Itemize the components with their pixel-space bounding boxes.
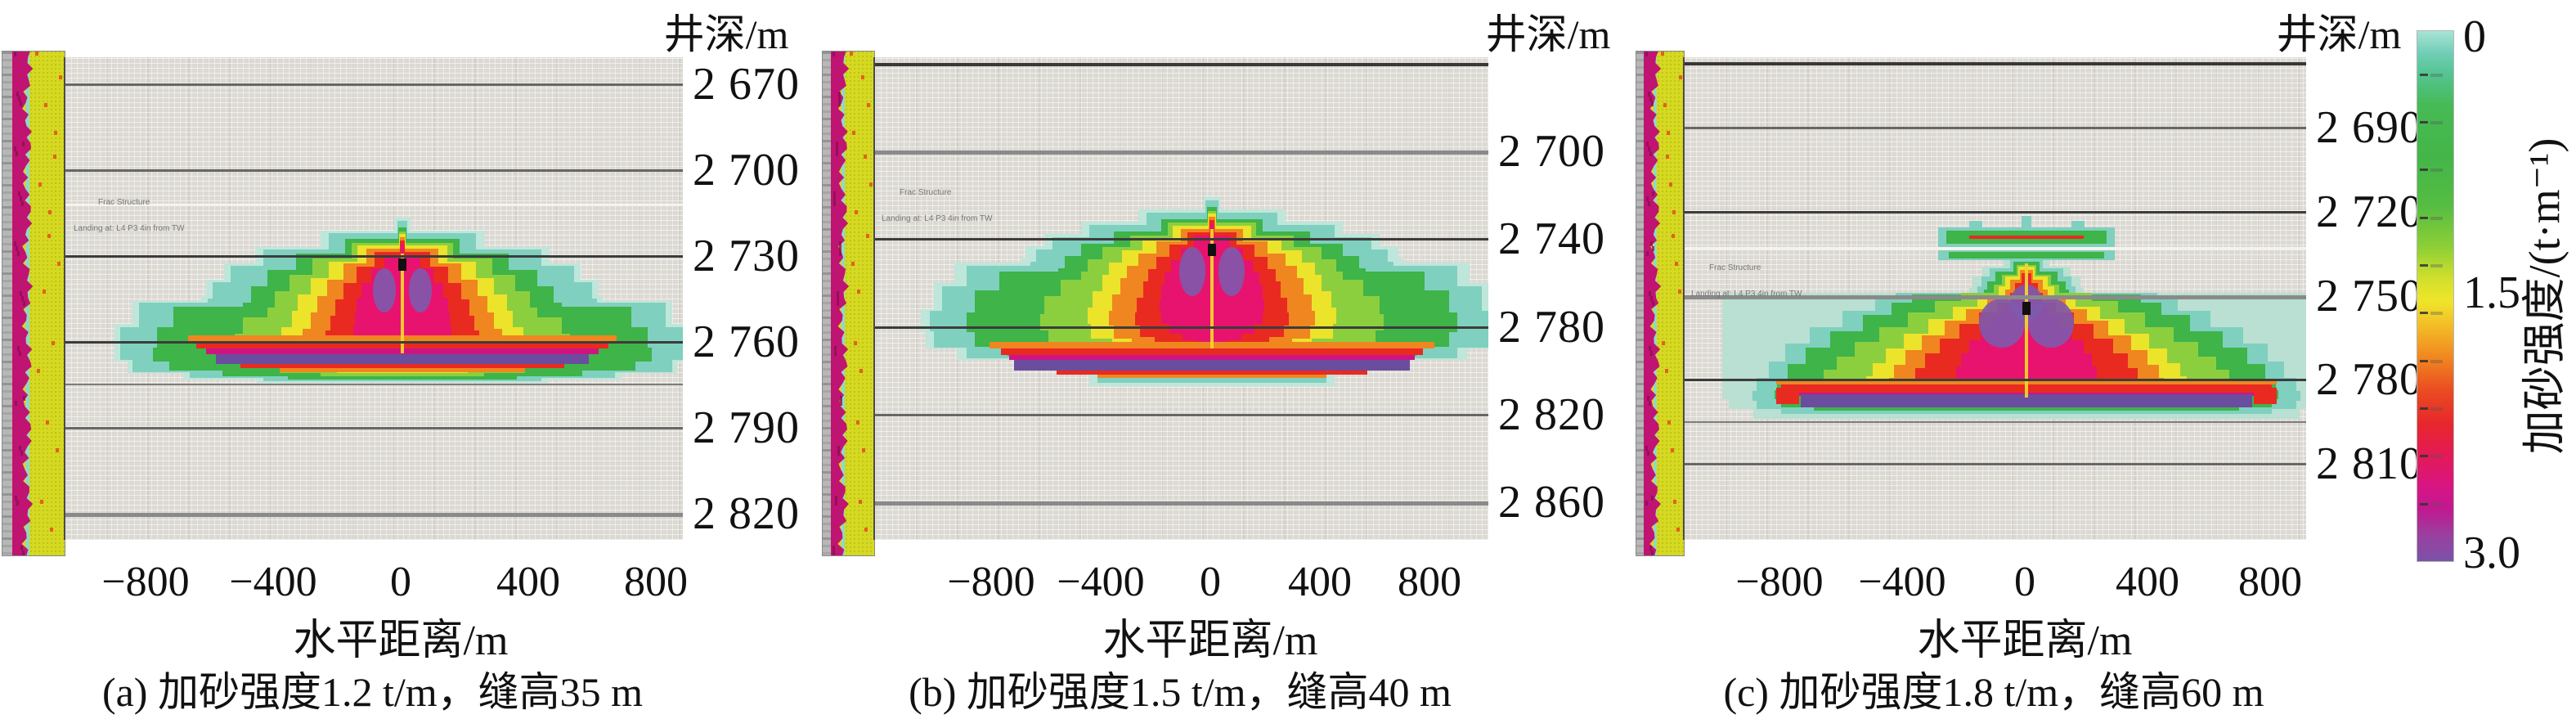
formation-line	[1685, 294, 2306, 299]
well-log-track	[2, 51, 65, 556]
depth-label: 2 820	[693, 488, 800, 539]
colorbar-title: 加砂强度/(t·m⁻¹)	[2520, 137, 2569, 455]
x-axis-title: 水平距离/m	[293, 618, 509, 664]
x-tick-label: −800	[947, 559, 1035, 605]
depth-label: 2 790	[693, 402, 800, 453]
x-axis-title: 水平距离/m	[1917, 618, 2133, 664]
panel-caption: (a) 加砂强度1.2 t/m，缝高35 m	[101, 669, 644, 715]
depth-label: 2 690	[2316, 101, 2423, 153]
depth-label: 2 860	[1498, 477, 1605, 528]
x-tick-label: −400	[1858, 559, 1946, 605]
depth-axis-title: 井深/m	[663, 11, 789, 57]
x-tick-label: 800	[624, 559, 688, 605]
plot-annotation: Landing at: L4 P3 4in from TW	[74, 224, 185, 233]
formation-line	[65, 384, 683, 386]
formation-line	[1685, 379, 2306, 382]
plot-area: Frac Structure Landing at: L4 P3 4in from…	[1683, 57, 2306, 540]
x-tick-label: 400	[2116, 559, 2179, 605]
x-tick-label: 400	[496, 559, 560, 605]
plot-annotation: Frac Structure	[1709, 263, 1761, 272]
depth-label: 2 700	[693, 144, 800, 195]
depth-axis-title: 井深/m	[1485, 11, 1611, 57]
x-tick-label: 400	[1288, 559, 1352, 605]
x-tick-label: 800	[2238, 559, 2302, 605]
depth-label: 2 700	[1498, 126, 1605, 178]
plot-annotation: Frac Structure	[900, 188, 952, 197]
formation-line	[1685, 463, 2306, 466]
colorbar	[2417, 30, 2454, 562]
panel-caption: (b) 加砂强度1.5 t/m，缝高40 m	[909, 669, 1452, 715]
formation-line	[65, 426, 683, 429]
depth-label: 2 720	[2316, 186, 2423, 237]
colorbar-tick-0: 0	[2463, 11, 2486, 62]
depth-label: 2 780	[1498, 301, 1605, 353]
formation-line	[1685, 247, 2306, 250]
formation-line	[875, 413, 1488, 416]
plot-annotation: Frac Structure	[98, 198, 150, 207]
formation-line	[1685, 210, 2306, 213]
colorbar-tick-3-0: 3.0	[2463, 528, 2520, 578]
plot-annotation: Landing at: L4 P3 4in from TW	[882, 214, 993, 223]
x-tick-label: −800	[1735, 559, 1824, 605]
x-axis-title: 水平距离/m	[1102, 618, 1318, 664]
panel-caption: (c) 加砂强度1.8 t/m，缝高60 m	[1723, 669, 2264, 715]
formation-line	[875, 238, 1488, 241]
x-tick-label: 0	[2014, 559, 2035, 605]
plot-area: Frac Structure Landing at: L4 P3 4in from…	[64, 57, 683, 540]
x-tick-label: 0	[390, 559, 411, 605]
plot-area: Frac Structure Landing at: L4 P3 4in from…	[873, 57, 1488, 540]
formation-line	[65, 169, 683, 172]
formation-line	[65, 512, 683, 517]
formation-line	[65, 83, 683, 86]
well-log-track	[1636, 51, 1685, 556]
depth-label: 2 780	[2316, 354, 2423, 406]
formation-line	[1685, 61, 2306, 65]
formation-line	[875, 63, 1488, 67]
fracture-heatmap	[921, 197, 1488, 386]
colorbar-tick-1-5: 1.5	[2463, 267, 2520, 318]
x-tick-label: −800	[101, 559, 190, 605]
formation-line	[875, 326, 1488, 329]
x-tick-label: 0	[1200, 559, 1221, 605]
depth-label: 2 750	[2316, 270, 2423, 321]
plot-annotation: Landing at: L4 P3 4in from TW	[1691, 290, 1802, 299]
formation-line	[1685, 126, 2306, 129]
formation-line	[65, 254, 683, 258]
depth-label: 2 810	[2316, 438, 2423, 490]
well-log-track	[822, 51, 875, 556]
formation-line	[1685, 420, 2306, 423]
colorbar-tick-marks	[2420, 74, 2443, 506]
formation-line	[875, 501, 1488, 506]
x-tick-label: −400	[229, 559, 317, 605]
depth-label: 2 740	[1498, 213, 1605, 265]
formation-line	[65, 340, 683, 344]
depth-label: 2 820	[1498, 389, 1605, 440]
depth-label: 2 670	[693, 58, 800, 110]
depth-label: 2 730	[693, 230, 800, 281]
x-tick-label: −400	[1057, 559, 1145, 605]
formation-line	[65, 203, 683, 206]
formation-line	[875, 151, 1488, 155]
depth-label: 2 760	[693, 316, 800, 367]
x-tick-label: 800	[1398, 559, 1461, 605]
depth-axis-title: 井深/m	[2276, 11, 2402, 57]
